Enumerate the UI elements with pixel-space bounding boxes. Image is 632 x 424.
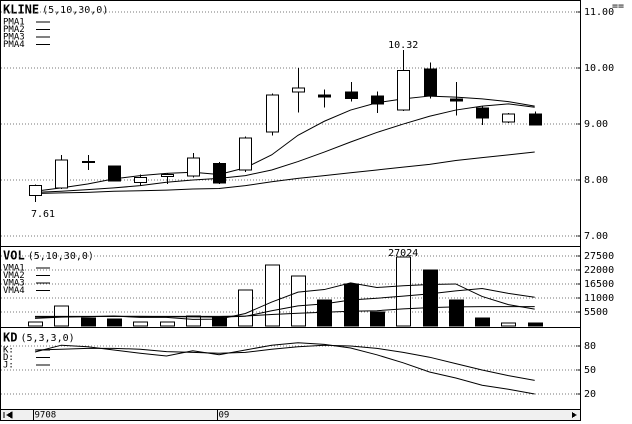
legend-label: PMA1 [3,18,25,28]
line-series [35,306,535,317]
value-label: 27024 [388,248,418,259]
scroll-left[interactable] [3,411,13,419]
candle-body [371,95,384,105]
line-series [34,103,535,193]
y-tick-label: 8.00 [584,175,608,186]
legend-label: PMA3 [3,33,25,43]
x-tick-label: 9708 [35,411,57,421]
panel-subtitle: (5,10,30,0) [28,251,94,262]
volume-bar [475,317,490,327]
panel-title: KLINE [3,3,39,17]
candle-body [450,98,463,102]
volume-bar [370,311,385,327]
candle-body [161,173,174,178]
candle-body [29,185,42,197]
legend-label: K: [3,346,14,356]
volume-bar [186,315,201,327]
candle-body [424,68,437,97]
volume-bar [160,321,175,327]
legend-label: VMA2 [3,271,25,281]
y-tick-label: 10.00 [584,63,614,74]
candle-body [134,176,147,183]
volume-bar [344,283,359,327]
value-label: 7.61 [31,209,55,220]
y-tick-label: 80 [584,341,596,352]
volume-bar [81,317,96,327]
volume-bar [396,256,411,327]
line-series [34,342,535,395]
y-tick-label: 20 [584,389,596,400]
volume-bar [28,321,43,327]
candle-body [318,94,331,98]
menu-icon[interactable]: == [612,1,624,12]
volume-bar [238,289,253,327]
y-tick-label: 22000 [584,265,614,276]
panel-subtitle: (5,10,30,0) [42,5,108,16]
volume-bar [107,318,122,327]
volume-bar [291,275,306,327]
candle-body [55,159,68,189]
price-panel [0,0,581,247]
y-tick-label: 27500 [584,251,614,262]
y-tick-label: 16500 [584,279,614,290]
y-tick-label: 50 [584,365,596,376]
candle-body [82,161,95,164]
legend-label: D: [3,353,14,363]
panel-subtitle: (5,3,3,0) [20,333,74,344]
candle-body [529,113,542,126]
candle-body [266,94,279,133]
x-tick-label: 09 [219,411,230,421]
legend-label: PMA2 [3,25,25,35]
volume-bar [212,317,227,327]
volume-bar [501,322,516,327]
candle-body [345,91,358,99]
y-tick-label: 11000 [584,293,614,304]
y-tick-label: 11.00 [584,7,614,18]
candle-body [476,107,489,119]
candle-body [292,87,305,93]
panel-title: KD [3,331,17,345]
scroll-right[interactable] [572,412,577,418]
candle-body [213,162,226,184]
legend-label: J: [3,361,14,371]
legend-label: VMA4 [3,286,25,296]
legend-label: PMA4 [3,40,25,50]
volume-bar [449,299,464,327]
candle-body [187,157,200,177]
volume-bar [423,269,438,327]
line-series [34,151,535,194]
legend-label: VMA1 [3,264,25,274]
y-tick-label: 9.00 [584,119,608,130]
candle-body [239,137,252,171]
scrollbar[interactable] [0,409,581,421]
value-label: 10.32 [388,40,418,51]
candle-body [502,113,515,123]
kd-panel [0,327,581,410]
y-tick-label: 5500 [584,307,608,318]
volume-bar [265,264,280,327]
line-series [34,344,535,381]
legend-label: VMA3 [3,279,25,289]
candle-body [108,165,121,182]
volume-bar [528,322,543,327]
y-tick-label: 7.00 [584,231,608,242]
candle-body [397,69,410,111]
volume-bar [133,321,148,327]
